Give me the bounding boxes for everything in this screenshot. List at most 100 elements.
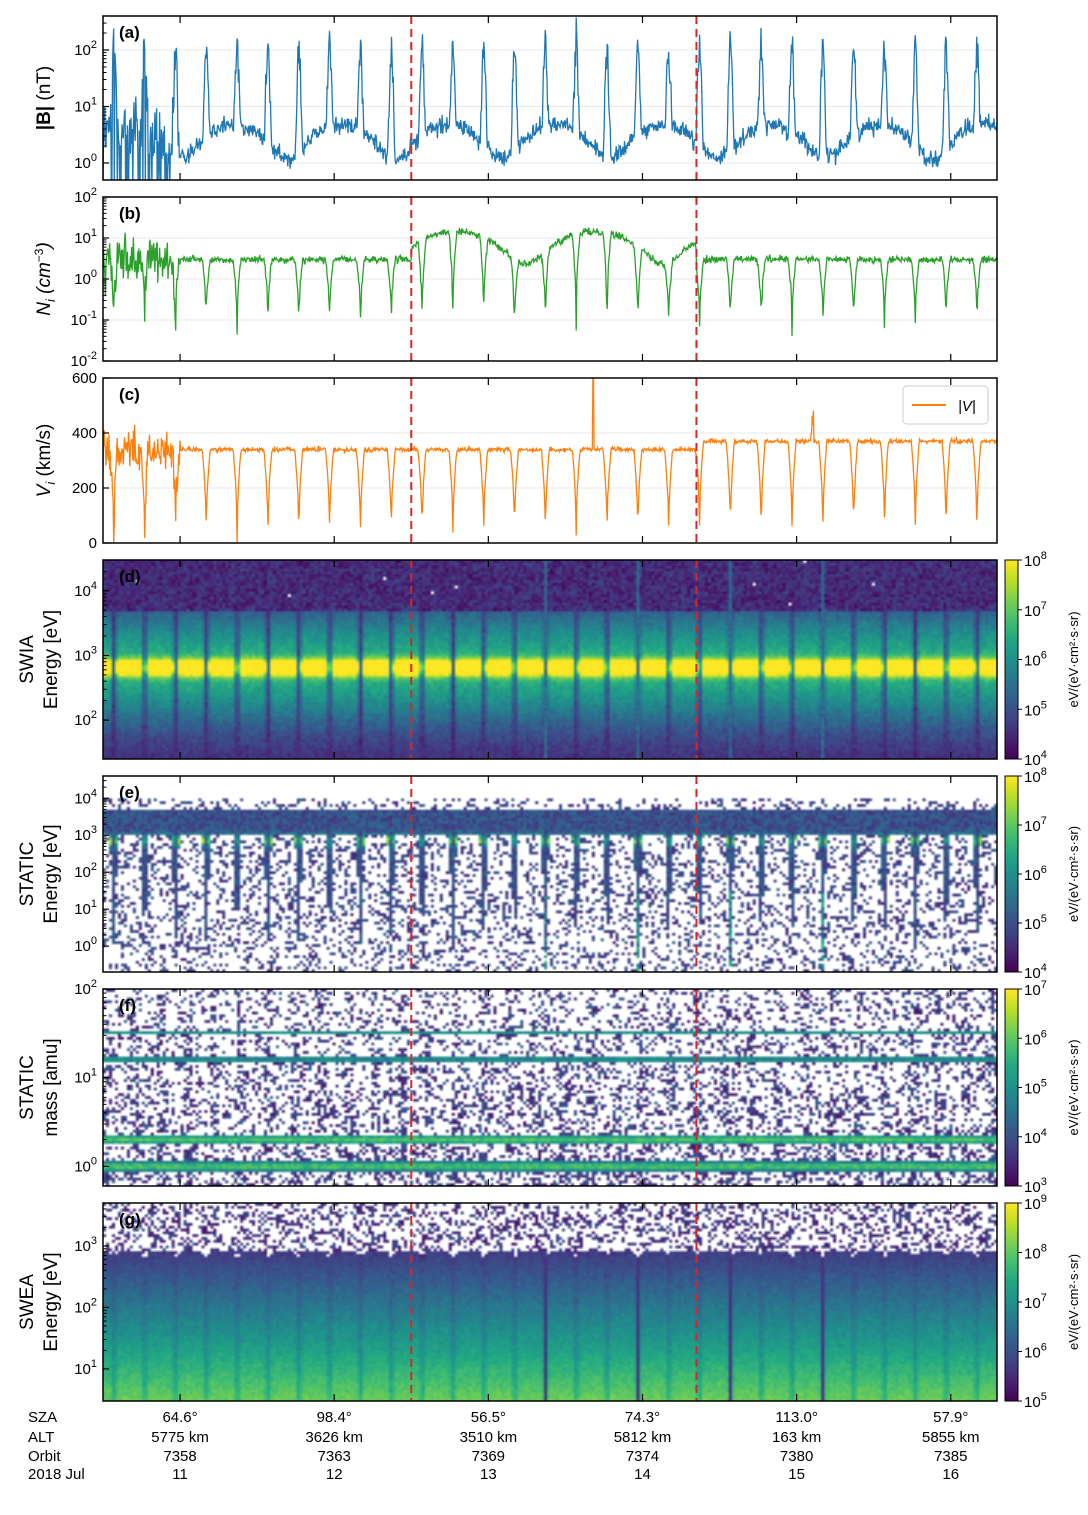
x-row-value: 74.3°: [625, 1409, 660, 1426]
panel-e: 104 105 106 107 108 eV/(eV·cm²·s·sr) 100 101 102…: [17, 766, 1081, 982]
y-tick-label: 102: [74, 1296, 97, 1316]
axes-frame: [102, 988, 998, 1187]
y-axis-label-line2: Energy [eV]: [41, 610, 62, 709]
spectrogram-d: [103, 560, 997, 759]
x-axis-annotation-table: SZA 64.6° 98.4° 56.5° 74.3° 113.0° 57.9° ALT 577…: [28, 1409, 980, 1483]
y-tick-label: 400: [72, 425, 97, 442]
y-tick-label: 101: [74, 227, 97, 247]
y-tick-label: 0: [89, 535, 97, 552]
panel-c: |V| 0 200 400 600 (c) Vi (km/s): [34, 370, 998, 552]
panel-d: 104 105 106 107 108 eV/(eV·cm²·s·sr) 102 103 104…: [17, 550, 1081, 769]
series-line-a: [103, 17, 997, 180]
series-line-c: [103, 378, 997, 543]
x-row-value: 5812 km: [614, 1429, 672, 1446]
y-axis-label-line1: STATIC: [17, 842, 38, 907]
x-row-value: 13: [480, 1466, 497, 1483]
colorbar-label: eV/(eV·cm²·s·sr): [1066, 611, 1081, 707]
x-row-value: 163 km: [772, 1429, 821, 1446]
panel-tag-e: (e): [119, 783, 140, 802]
y-axis-label-line2: mass [amu]: [41, 1038, 62, 1136]
colorbar-label: eV/(eV·cm²·s·sr): [1066, 1039, 1081, 1135]
x-row-value: 11: [172, 1466, 188, 1483]
spectrogram-f: [103, 989, 997, 1186]
panel-tag-g: (g): [119, 1210, 141, 1229]
spectrogram-e: [103, 776, 997, 972]
x-row-value: 56.5°: [471, 1409, 506, 1426]
series-line-b: [103, 227, 997, 337]
plot-area-f: [103, 989, 997, 1186]
spectrogram-g: [103, 1203, 997, 1401]
y-tick-label: 104: [74, 580, 97, 600]
axes-frame: [102, 1202, 998, 1402]
x-row-label: Orbit: [28, 1448, 61, 1465]
panel-f: 103 104 105 106 107 eV/(eV·cm²·s·sr) 100 101 102…: [17, 978, 1081, 1196]
x-row-value: 113.0°: [775, 1409, 817, 1426]
y-axis-label: Ni (cm−3): [32, 242, 58, 316]
y-axis-label-line2: Energy [eV]: [41, 824, 62, 923]
legend: |V|: [902, 385, 989, 425]
y-tick-label: 102: [74, 709, 97, 729]
y-tick-label: 102: [74, 861, 97, 881]
x-row-value: 7385: [934, 1448, 967, 1465]
colorbar-tick-label: 109: [1024, 1193, 1047, 1213]
colorbar-tick-label: 106: [1024, 864, 1047, 884]
plot-area-e: [103, 776, 997, 972]
x-row-value: 7369: [472, 1448, 505, 1465]
colorbar-tick-label: 108: [1024, 550, 1047, 570]
plot-area-g: [103, 1203, 997, 1401]
colorbar-tick-label: 106: [1024, 1028, 1047, 1048]
y-tick-label: 103: [74, 824, 97, 844]
y-tick-label: 100: [74, 1155, 97, 1175]
y-tick-label: 100: [74, 152, 97, 172]
x-row-value: 7380: [780, 1448, 813, 1465]
y-tick-label: 102: [74, 39, 97, 59]
y-axis-label: |B| (nT): [34, 66, 55, 130]
colorbar-tick-label: 105: [1024, 913, 1047, 933]
colorbar-tick-label: 104: [1024, 749, 1047, 769]
y-axis-label-line1: SWIA: [17, 635, 38, 684]
panel-tag-a: (a): [119, 23, 140, 42]
colorbar-tick-label: 105: [1024, 1391, 1047, 1411]
plot-area-d: [103, 560, 997, 759]
y-tick-label: 10-2: [71, 350, 97, 370]
y-axis-label: Vi (km/s): [34, 424, 58, 498]
y-axis-label-line2: Energy [eV]: [41, 1252, 62, 1351]
colorbar-tick-label: 107: [1024, 600, 1047, 620]
plot-area-c: [103, 378, 997, 543]
colorbar-e: 104 105 106 107 108 eV/(eV·cm²·s·sr): [1004, 766, 1081, 982]
panel-tag-c: (c): [119, 385, 140, 404]
x-row-value: 7363: [318, 1448, 351, 1465]
y-tick-label: 100: [74, 935, 97, 955]
x-row-value: 57.9°: [933, 1409, 968, 1426]
colorbar-label: eV/(eV·cm²·s·sr): [1066, 826, 1081, 922]
colorbar-tick-label: 107: [1024, 1292, 1047, 1312]
x-row-value: 3626 km: [305, 1429, 363, 1446]
panel-tag-f: (f): [119, 996, 136, 1015]
y-tick-label: 102: [74, 186, 97, 206]
y-tick-label: 101: [74, 1358, 97, 1378]
colorbar-tick-label: 108: [1024, 1243, 1047, 1263]
colorbar-tick-label: 107: [1024, 979, 1047, 999]
y-tick-label: 104: [74, 787, 97, 807]
x-row-value: 64.6°: [162, 1409, 197, 1426]
axes-frame: [102, 559, 998, 760]
y-tick-label: 101: [74, 1067, 97, 1087]
colorbar-d: 104 105 106 107 108 eV/(eV·cm²·s·sr): [1004, 550, 1081, 769]
colorbar-label: eV/(eV·cm²·s·sr): [1066, 1254, 1081, 1350]
plot-area-b: [103, 197, 997, 361]
colorbar-tick-label: 104: [1024, 1127, 1047, 1147]
y-tick-label: 103: [74, 644, 97, 664]
y-tick-label: 102: [74, 978, 97, 998]
x-row-value: 12: [326, 1466, 343, 1483]
colorbar-tick-label: 105: [1024, 1078, 1047, 1098]
panel-tag-b: (b): [119, 204, 141, 223]
y-tick-label: 103: [74, 1235, 97, 1255]
colorbar-tick-label: 107: [1024, 815, 1047, 835]
x-row-value: 5855 km: [922, 1429, 980, 1446]
axes-frame: [102, 377, 998, 544]
colorbar-tick-label: 108: [1024, 766, 1047, 786]
y-tick-label: 100: [74, 268, 97, 288]
colorbar-tick-label: 106: [1024, 1342, 1047, 1362]
y-tick-label: 600: [72, 370, 97, 387]
x-row-value: 98.4°: [317, 1409, 352, 1426]
